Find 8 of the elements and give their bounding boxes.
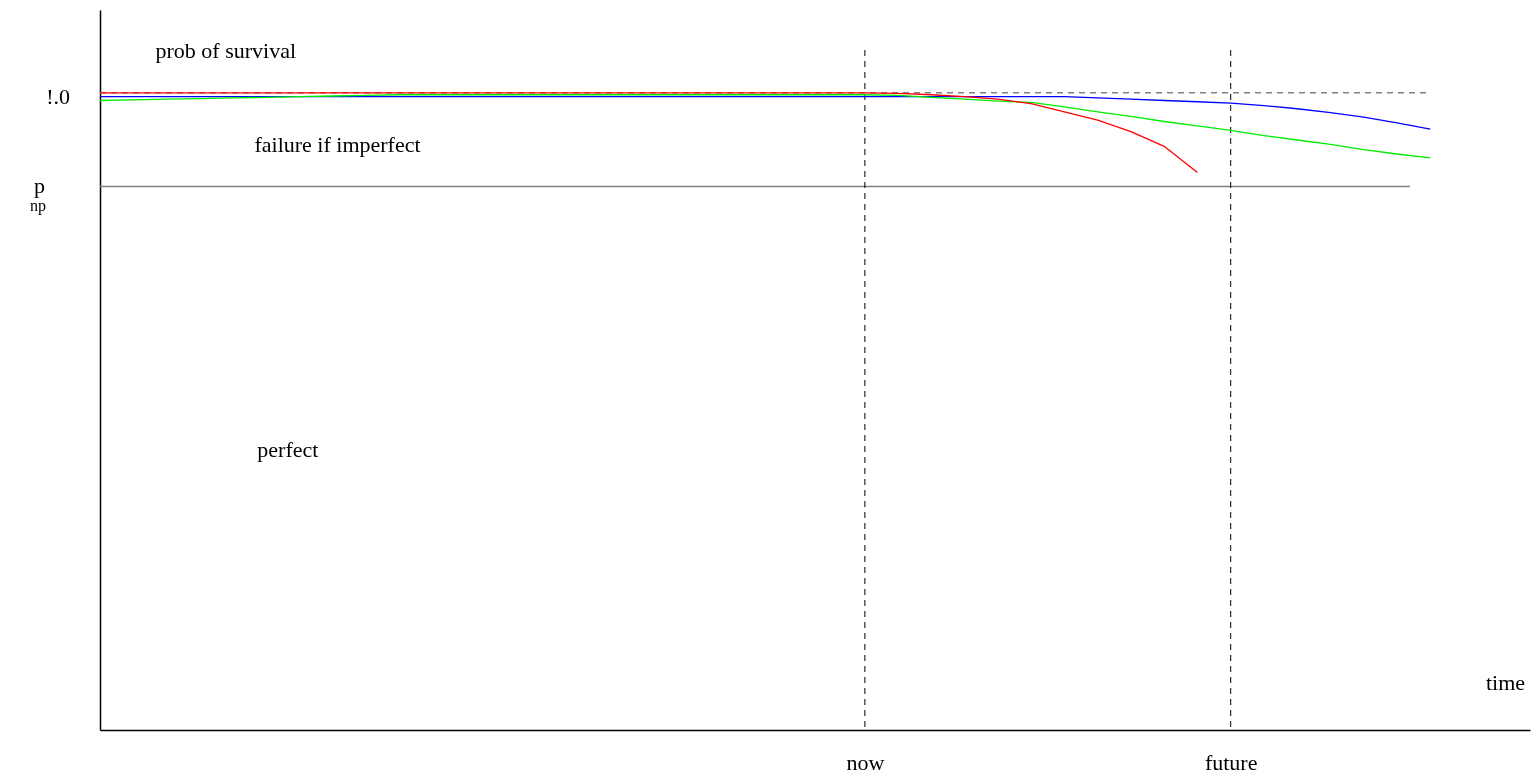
- x-tick-label: future: [1204, 749, 1258, 775]
- ref-line-label: pnp: [30, 173, 46, 216]
- x-tick-label: now: [846, 749, 885, 775]
- x-axis-title: time: [1485, 669, 1526, 695]
- text: !.0: [46, 84, 70, 109]
- annotation: perfect: [257, 437, 319, 462]
- y-axis-title: prob of survival: [155, 37, 297, 63]
- annotation: failure if imperfect: [254, 132, 421, 157]
